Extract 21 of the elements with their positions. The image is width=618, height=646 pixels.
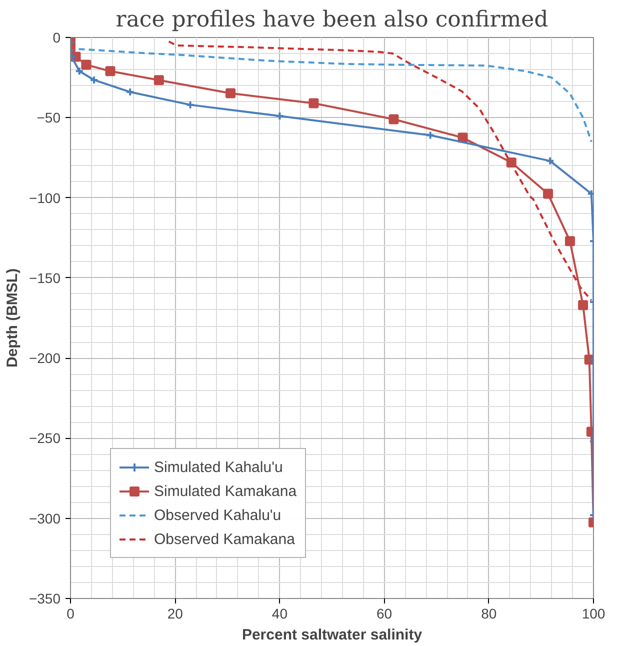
y-tick-label: −250 bbox=[28, 430, 61, 446]
x-axis-title: Percent saltwater salinity bbox=[242, 626, 423, 644]
y-tick-label: −150 bbox=[28, 270, 61, 286]
x-tick-label: 40 bbox=[272, 606, 288, 622]
legend-label: Observed Kamakana bbox=[154, 530, 295, 548]
x-tick-label: 60 bbox=[376, 606, 392, 622]
legend-label: Simulated Kamakana bbox=[154, 482, 297, 500]
x-tick-label: 100 bbox=[582, 606, 606, 622]
x-tick-label: 0 bbox=[66, 606, 75, 622]
x-tick-label: 20 bbox=[167, 606, 184, 622]
x-tick-label: 80 bbox=[481, 606, 497, 622]
y-tick-label: 0 bbox=[52, 30, 61, 46]
y-tick-label: −200 bbox=[28, 350, 61, 366]
y-tick-label: −300 bbox=[28, 510, 61, 526]
legend-label: Simulated Kahalu'u bbox=[154, 458, 283, 476]
text: race profiles have been also confirmed bbox=[116, 8, 548, 32]
legend-label: Observed Kahalu'u bbox=[154, 506, 282, 524]
y-axis-title: Depth (BMSL) bbox=[4, 268, 21, 368]
y-tick-label: −350 bbox=[28, 590, 61, 606]
y-tick-label: −50 bbox=[36, 110, 61, 126]
y-tick-label: −100 bbox=[28, 190, 61, 206]
